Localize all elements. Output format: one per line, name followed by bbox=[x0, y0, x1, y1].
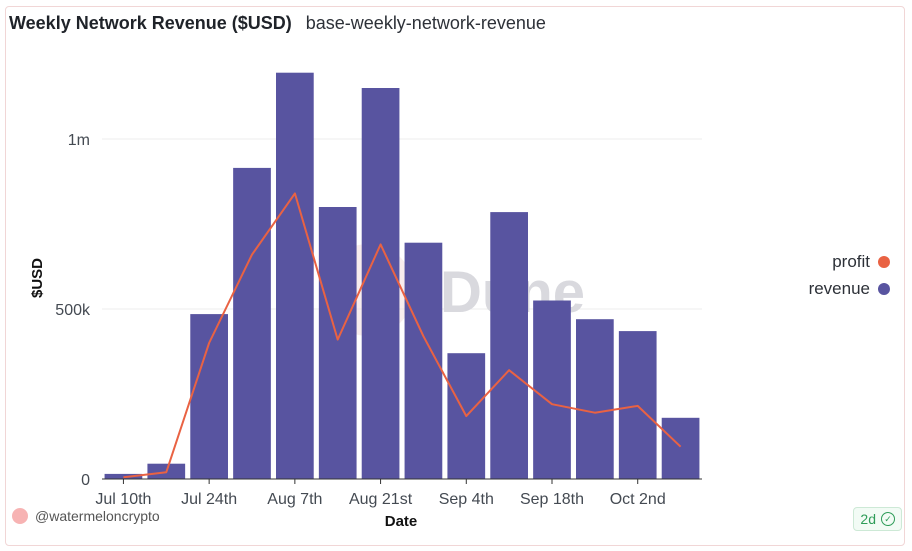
legend-label-profit: profit bbox=[832, 251, 870, 271]
x-tick-label: Jul 10th bbox=[95, 491, 151, 508]
revenue-bars bbox=[104, 72, 700, 480]
revenue-bar[interactable] bbox=[576, 319, 614, 479]
x-tick-label: Sep 4th bbox=[439, 491, 494, 508]
y-tick-label: 0 bbox=[81, 472, 90, 489]
revenue-bar[interactable] bbox=[533, 300, 571, 480]
freshness-label: 2d bbox=[860, 511, 876, 527]
chart-header: Weekly Network Revenue ($USD) base-weekl… bbox=[9, 13, 546, 34]
y-axis-ticks: 0 500k 1m bbox=[55, 132, 91, 489]
x-tick-label: Oct 2nd bbox=[610, 491, 666, 508]
chart-legend: profit revenue bbox=[809, 248, 890, 302]
y-tick-label: 1m bbox=[68, 132, 90, 149]
revenue-bar[interactable] bbox=[276, 72, 314, 479]
revenue-bar[interactable] bbox=[318, 207, 357, 479]
x-tick-label: Aug 7th bbox=[267, 491, 322, 508]
revenue-bar[interactable] bbox=[190, 314, 228, 479]
revenue-bar[interactable] bbox=[233, 167, 271, 479]
avatar bbox=[12, 508, 28, 524]
legend-item-profit[interactable]: profit bbox=[809, 248, 890, 275]
x-tick-label: Aug 21st bbox=[349, 491, 413, 508]
query-name[interactable]: base-weekly-network-revenue bbox=[305, 13, 546, 33]
y-axis-title: $USD bbox=[29, 258, 46, 298]
author-link[interactable]: @watermeloncrypto bbox=[12, 508, 160, 524]
legend-dot-revenue bbox=[878, 282, 890, 295]
x-axis-ticks: Jul 10th Jul 24th Aug 7th Aug 21st Sep 4th Se… bbox=[95, 479, 666, 508]
chart-title: Weekly Network Revenue ($USD) bbox=[9, 13, 292, 33]
check-circle-icon: ✓ bbox=[881, 512, 895, 526]
revenue-bar[interactable] bbox=[490, 212, 528, 479]
x-tick-label: Sep 18th bbox=[520, 491, 584, 508]
x-axis-title: Date bbox=[385, 513, 418, 530]
legend-dot-profit bbox=[878, 255, 890, 268]
legend-label-revenue: revenue bbox=[808, 278, 870, 298]
revenue-bar[interactable] bbox=[361, 88, 400, 479]
profit-line-group bbox=[123, 192, 682, 479]
x-tick-label: Jul 24th bbox=[181, 491, 237, 508]
profit-line[interactable] bbox=[123, 192, 682, 479]
author-name: @watermeloncrypto bbox=[35, 508, 160, 524]
y-tick-label: 500k bbox=[55, 302, 91, 319]
freshness-badge[interactable]: 2d ✓ bbox=[853, 507, 902, 531]
revenue-bar[interactable] bbox=[661, 417, 700, 479]
legend-item-revenue[interactable]: revenue bbox=[809, 275, 890, 302]
